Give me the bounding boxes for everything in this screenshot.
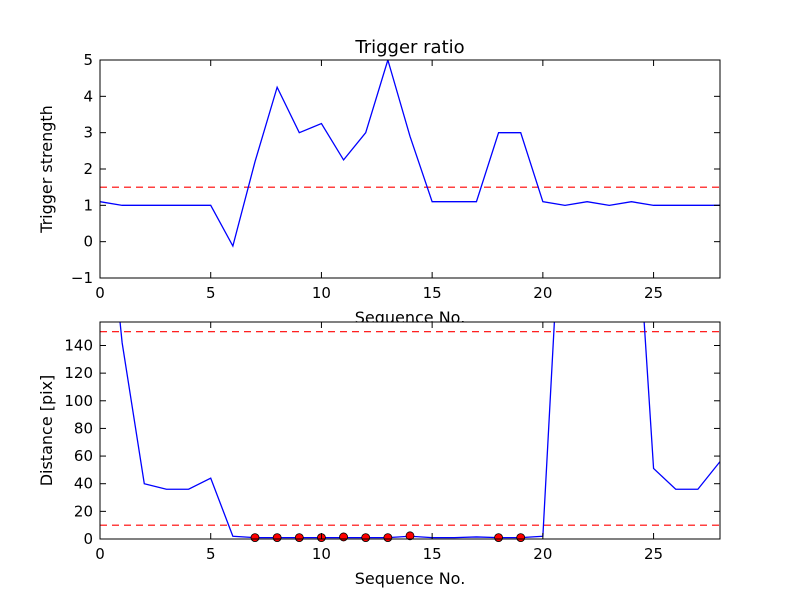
x-tick-label: 10 xyxy=(312,545,331,563)
x-tick-label: 20 xyxy=(533,284,552,302)
x-tick-label: 5 xyxy=(206,545,216,563)
y-tick-label: 140 xyxy=(64,336,93,354)
y-axis-label: Trigger strength xyxy=(37,105,56,234)
x-tick-label: 15 xyxy=(423,545,442,563)
data-marker xyxy=(339,532,348,542)
x-tick-label: 0 xyxy=(95,545,105,563)
y-tick-label: 1 xyxy=(83,196,93,214)
axes-frame xyxy=(99,321,721,540)
x-tick-label: 20 xyxy=(533,545,552,563)
data-marker xyxy=(272,533,282,543)
data-marker xyxy=(250,533,260,543)
y-tick-label: 60 xyxy=(74,447,93,465)
x-tick-label: 15 xyxy=(423,284,442,302)
y-tick-label: 20 xyxy=(74,502,93,520)
y-tick-label: 0 xyxy=(83,530,93,548)
y-axis-label: Distance [pix] xyxy=(37,375,56,487)
x-tick-label: 25 xyxy=(644,284,663,302)
x-tick-label: 0 xyxy=(95,284,105,302)
y-tick-label: 2 xyxy=(83,160,93,178)
plot-area xyxy=(100,322,720,539)
data-marker xyxy=(383,533,393,543)
y-tick-label: 5 xyxy=(83,51,93,69)
plot-area xyxy=(100,60,720,278)
chart-title: Trigger ratio xyxy=(354,37,464,58)
x-axis-label: Sequence No. xyxy=(355,569,466,588)
y-tick-label: −1 xyxy=(71,269,93,287)
y-tick-label: 4 xyxy=(83,87,93,105)
data-marker xyxy=(294,533,304,543)
x-tick-label: 5 xyxy=(206,284,216,302)
y-tick-label: 80 xyxy=(74,419,93,437)
x-tick-label: 10 xyxy=(312,284,331,302)
series-line-0 xyxy=(100,60,720,248)
y-tick-label: 3 xyxy=(83,124,93,142)
data-marker xyxy=(405,531,415,541)
x-tick-label: 25 xyxy=(644,545,663,563)
y-tick-label: 0 xyxy=(83,233,93,251)
data-marker xyxy=(494,533,503,543)
distance-chart: 0 5 10 15 20 25 0 20 40 60 80 100 120 140 Sequence No.… xyxy=(37,321,721,588)
data-marker xyxy=(516,533,526,543)
y-tick-label: 40 xyxy=(74,475,93,493)
y-tick-label: 100 xyxy=(64,392,93,410)
data-marker xyxy=(361,533,371,543)
y-tick-label: 120 xyxy=(64,364,93,382)
